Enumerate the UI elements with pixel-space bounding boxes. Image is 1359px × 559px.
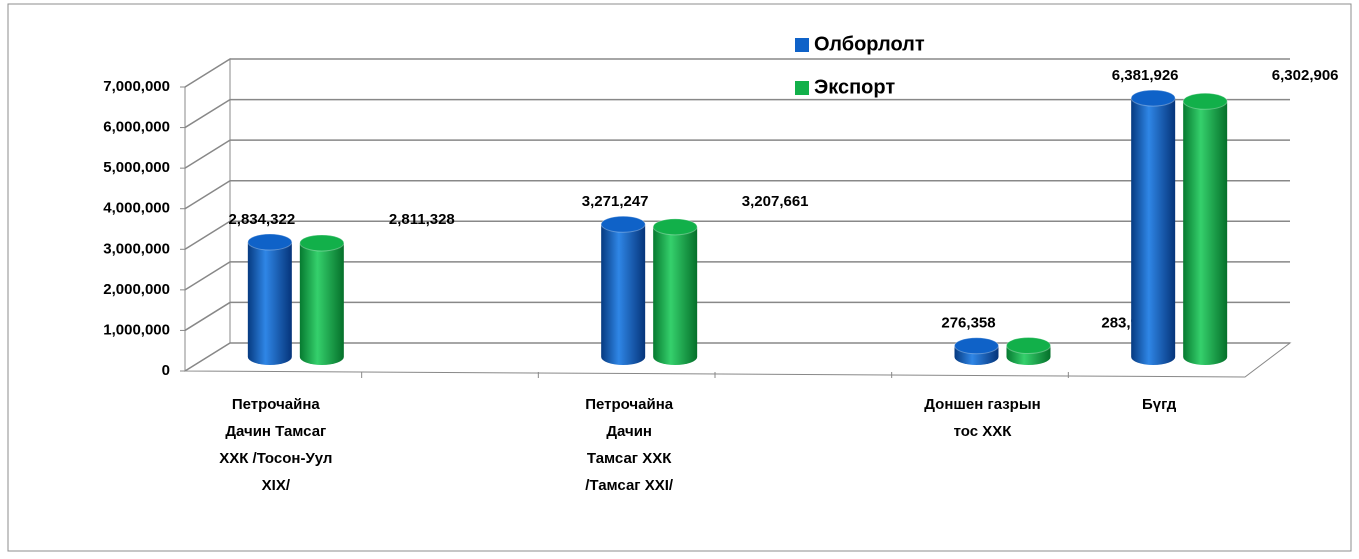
x-tick-label: Петрочайна Дачин Тамсаг ХХК /Тосон-Уул X… — [219, 396, 333, 494]
bar-top — [1182, 92, 1228, 110]
legend-label: Экспорт — [814, 76, 895, 98]
x-tick-label: Петрочайна Дачин Тамсаг ХХК /Тамсаг XXI/ — [585, 396, 674, 494]
legend-label: Олборлолт — [814, 33, 925, 55]
value-label: 6,302,906 — [1272, 67, 1339, 84]
grid-line — [184, 220, 1290, 250]
y-tick-label: 2,000,000 — [103, 281, 170, 298]
side-wall — [184, 58, 231, 372]
y-tick-label: 6,000,000 — [103, 119, 170, 136]
x-tick-label: Доншен газрын тос ХХК — [924, 396, 1041, 440]
grid-line — [184, 342, 1290, 372]
bar-top — [652, 218, 698, 236]
bar — [601, 224, 646, 365]
y-tick-label: 7,000,000 — [103, 78, 170, 95]
bar-top — [1130, 89, 1176, 107]
frame — [7, 3, 1352, 552]
bar-top — [954, 337, 999, 355]
value-label: 276,358 — [941, 314, 995, 331]
bar-top — [600, 215, 646, 233]
grid-line — [184, 179, 1290, 210]
grid-line — [184, 261, 1290, 291]
grid-line — [184, 301, 1290, 332]
bar-top — [1006, 336, 1051, 354]
bar — [653, 226, 698, 365]
value-label: 2,811,328 — [389, 211, 455, 228]
bar — [299, 242, 344, 365]
x-tick-label: Бүгд — [1141, 396, 1177, 413]
floor — [183, 342, 1292, 378]
y-tick-label: 0 — [162, 362, 170, 379]
legend-swatch — [795, 81, 809, 95]
grid-line — [184, 139, 1290, 169]
bar-top — [299, 234, 345, 252]
legend-swatch — [795, 38, 809, 52]
y-tick-label: 1,000,000 — [103, 321, 170, 338]
bar — [247, 242, 292, 365]
value-label: 3,207,661 — [742, 193, 809, 210]
y-tick-label: 3,000,000 — [103, 240, 170, 257]
value-label: 3,271,247 — [582, 193, 649, 210]
y-tick-label: 4,000,000 — [103, 200, 170, 217]
value-label: 2,834,322 — [228, 211, 295, 228]
grid-line — [184, 58, 1290, 88]
bar — [1183, 101, 1228, 365]
grid-line — [184, 98, 1290, 129]
bar-top — [247, 233, 293, 251]
y-tick-label: 5,000,000 — [103, 159, 170, 176]
bar — [1131, 98, 1176, 365]
value-label: 6,381,926 — [1112, 67, 1179, 84]
